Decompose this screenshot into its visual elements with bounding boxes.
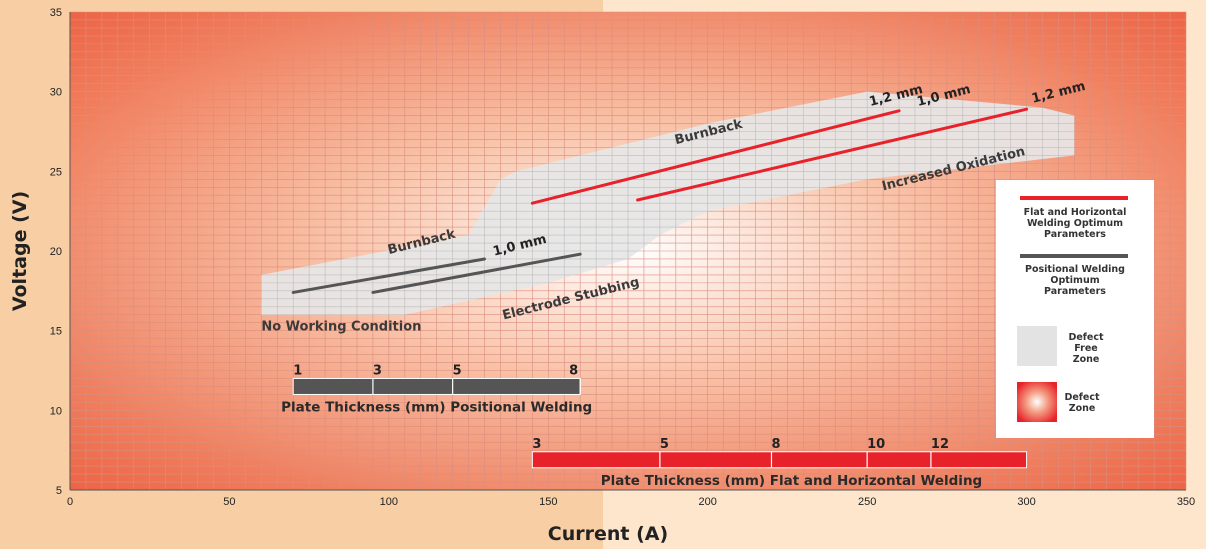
- scale-tick-label: 8: [771, 437, 780, 452]
- x-tick-label: 0: [67, 496, 73, 508]
- legend-text: Optimum: [1050, 275, 1099, 286]
- legend-text: Parameters: [1044, 286, 1106, 297]
- legend-swatch-2: [1017, 326, 1057, 366]
- scale-tick-label: 1: [293, 363, 302, 378]
- x-tick-label: 200: [699, 496, 717, 508]
- y-tick-label: 5: [56, 485, 62, 497]
- x-tick-label: 100: [380, 496, 398, 508]
- legend-text: Zone: [1073, 354, 1100, 365]
- scale-tick-label: 12: [931, 437, 949, 452]
- legend-text: Parameters: [1044, 229, 1106, 240]
- scale-title-0: Plate Thickness (mm) Positional Welding: [281, 399, 592, 415]
- legend-text: Flat and Horizontal: [1024, 207, 1127, 218]
- scale-tick-label: 8: [569, 363, 578, 378]
- scale-bar-1: [531, 451, 1028, 469]
- y-tick-label: 20: [50, 246, 62, 258]
- scale-bar-0: [292, 377, 581, 395]
- x-tick-label: 50: [223, 496, 235, 508]
- axes-group: 0 50 100 150 200 250 300 3505101520253035Curren…: [9, 7, 1195, 545]
- y-tick-label: 15: [50, 326, 62, 338]
- x-tick-label: 350: [1177, 496, 1195, 508]
- legend-swatch-3: [1017, 382, 1057, 422]
- scales-group: 1 3 5 8 Plate Thickness (mm) Positional Weld…: [281, 363, 1028, 489]
- scale-tick-label: 3: [532, 437, 541, 452]
- scale-tick-label: 5: [453, 363, 462, 378]
- y-tick-label: 10: [50, 405, 62, 417]
- x-tick-label: 250: [858, 496, 876, 508]
- annotation-4: No Working Condition: [261, 320, 421, 335]
- scale-title-1: Plate Thickness (mm) Flat and Horizontal…: [601, 473, 983, 489]
- x-tick-label: 150: [539, 496, 557, 508]
- y-axis-title: Voltage (V): [9, 191, 31, 311]
- x-axis-title: Current (A): [548, 523, 668, 545]
- scale-tick-label: 10: [867, 437, 885, 452]
- legend-text: Welding Optimum: [1027, 218, 1123, 229]
- series-line-0: [530, 109, 901, 205]
- y-tick-label: 30: [50, 87, 62, 99]
- legend-text: Defect: [1068, 332, 1104, 343]
- series-group: [291, 107, 1029, 294]
- series-line-2: [291, 257, 487, 294]
- legend-text: Zone: [1069, 403, 1096, 414]
- x-tick-label: 300: [1017, 496, 1035, 508]
- y-tick-label: 25: [50, 166, 62, 178]
- legend-text: Positional Welding: [1025, 264, 1125, 275]
- y-tick-label: 35: [50, 7, 62, 19]
- legend-text: Free: [1074, 343, 1097, 354]
- series-line-3: [371, 252, 582, 294]
- scale-tick-label: 3: [373, 363, 382, 378]
- legend-text: Defect: [1064, 392, 1100, 403]
- scale-tick-label: 5: [660, 437, 669, 452]
- series-line-1: [636, 107, 1029, 202]
